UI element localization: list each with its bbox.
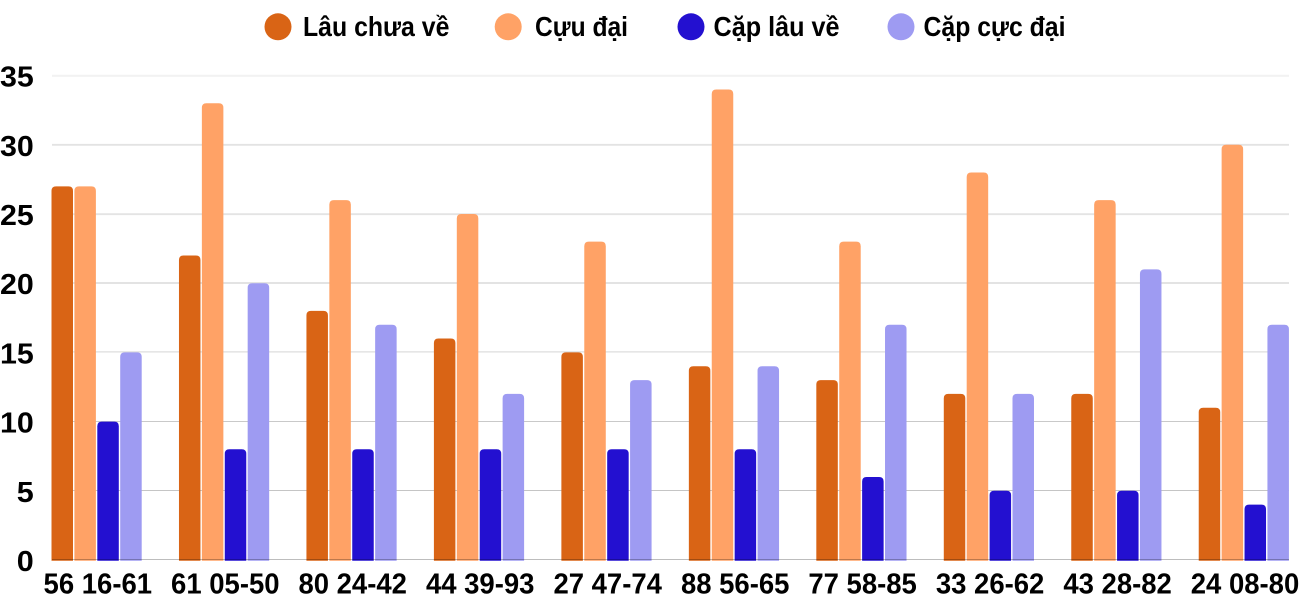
svg-text:80 24-42: 80 24-42 [298,569,407,600]
svg-text:43 28-82: 43 28-82 [1063,569,1172,600]
svg-text:30: 30 [0,131,34,163]
svg-text:Cựu đại: Cựu đại [535,11,628,42]
svg-text:77 58-85: 77 58-85 [808,569,917,600]
svg-text:25: 25 [0,200,34,232]
svg-text:0: 0 [17,546,34,578]
svg-text:15: 15 [0,338,34,370]
svg-text:20: 20 [0,269,34,301]
svg-text:Cặp cực đại: Cặp cực đại [924,11,1066,42]
svg-text:44 39-93: 44 39-93 [426,569,535,600]
svg-text:61 05-50: 61 05-50 [171,569,280,600]
svg-text:Cặp lâu về: Cặp lâu về [714,11,840,42]
svg-text:Lâu chưa về: Lâu chưa về [303,11,449,42]
svg-text:10: 10 [0,408,34,440]
svg-text:33 26-62: 33 26-62 [936,569,1045,600]
svg-text:27 47-74: 27 47-74 [553,569,662,600]
svg-text:24 08-80: 24 08-80 [1191,569,1300,600]
svg-text:88 56-65: 88 56-65 [681,569,790,600]
svg-text:5: 5 [17,477,34,509]
svg-text:56 16-61: 56 16-61 [44,569,153,600]
svg-text:35: 35 [0,62,34,94]
